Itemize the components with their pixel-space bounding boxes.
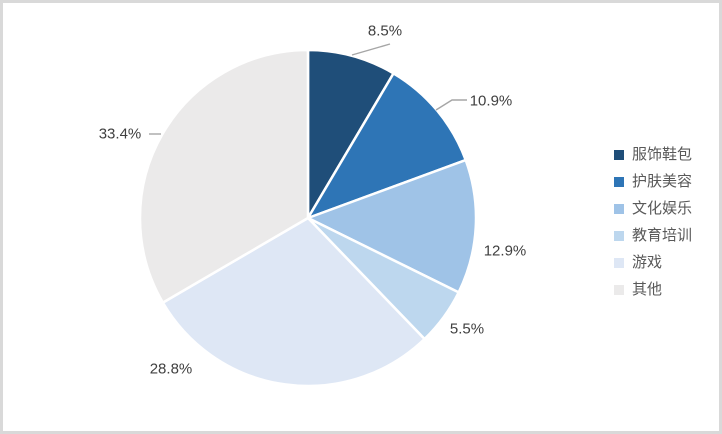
legend: 服饰鞋包 护肤美容 文化娱乐 教育培训 游戏 其他 <box>614 146 692 308</box>
legend-item-1: 护肤美容 <box>614 173 692 191</box>
data-label-5: 33.4% <box>99 126 142 143</box>
legend-swatch-4 <box>614 258 624 268</box>
legend-swatch-1 <box>614 177 624 187</box>
legend-label-5: 其他 <box>632 281 663 298</box>
legend-label-4: 游戏 <box>632 254 663 271</box>
legend-item-3: 教育培训 <box>614 227 692 245</box>
data-label-0: 8.5% <box>368 23 402 40</box>
data-label-1: 10.9% <box>470 93 513 110</box>
pie-slice-4 <box>161 216 426 388</box>
legend-item-4: 游戏 <box>614 254 692 272</box>
pie-slice-2 <box>306 158 478 294</box>
data-label-3: 5.5% <box>450 321 484 338</box>
legend-swatch-3 <box>614 231 624 241</box>
pie-slice-5 <box>138 48 310 304</box>
legend-swatch-5 <box>614 285 624 295</box>
legend-label-0: 服饰鞋包 <box>632 146 693 163</box>
pie-svg: 8.5% 10.9% 12.9% 5.5% 28.8% 33.4% <box>99 23 527 388</box>
legend-label-3: 教育培训 <box>632 227 693 244</box>
legend-item-2: 文化娱乐 <box>614 200 692 218</box>
pie-slice-1 <box>306 72 467 220</box>
legend-label-1: 护肤美容 <box>632 173 693 190</box>
legend-swatch-2 <box>614 204 624 214</box>
leader-line-1 <box>435 99 467 111</box>
legend-item-5: 其他 <box>614 281 692 299</box>
legend-item-0: 服饰鞋包 <box>614 146 692 164</box>
leader-line-0 <box>351 43 391 56</box>
legend-swatch-0 <box>614 150 624 160</box>
legend-label-2: 文化娱乐 <box>632 200 693 217</box>
pie-slice-0 <box>306 48 395 220</box>
data-label-4: 28.8% <box>150 361 193 378</box>
data-label-2: 12.9% <box>484 243 527 260</box>
